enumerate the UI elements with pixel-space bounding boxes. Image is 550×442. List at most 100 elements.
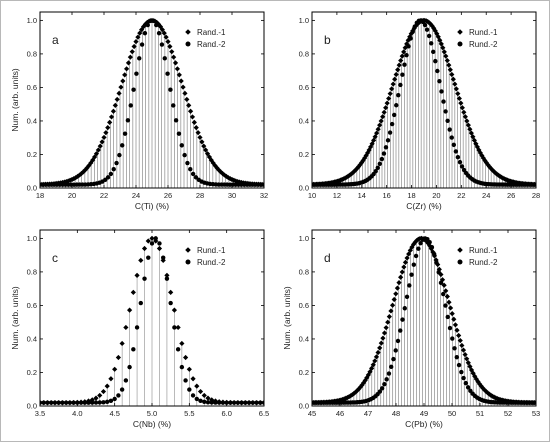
data-point-diamond bbox=[183, 354, 189, 361]
data-point-circle bbox=[105, 399, 110, 405]
x-axis-label: C(Zr) (%) bbox=[406, 201, 442, 211]
data-point-diamond bbox=[452, 322, 459, 328]
data-point-circle bbox=[389, 121, 395, 127]
data-point-diamond bbox=[178, 78, 184, 84]
data-point-circle bbox=[413, 253, 419, 259]
data-point-diamond bbox=[97, 143, 103, 149]
legend-marker-diamond bbox=[457, 247, 463, 253]
y-tick-label: 1.0 bbox=[27, 234, 37, 243]
data-point-circle bbox=[67, 400, 73, 405]
data-point-circle bbox=[101, 400, 106, 405]
data-point-diamond bbox=[351, 168, 357, 175]
data-point-circle bbox=[131, 87, 136, 92]
data-point-diamond bbox=[399, 269, 405, 275]
panel-data bbox=[312, 17, 536, 188]
data-point-diamond bbox=[444, 57, 450, 64]
x-tick-label: 10 bbox=[308, 191, 316, 200]
data-point-diamond bbox=[346, 172, 353, 178]
data-point-diamond bbox=[389, 302, 396, 308]
data-point-diamond bbox=[359, 382, 365, 388]
data-point-diamond bbox=[118, 84, 124, 90]
data-point-diamond bbox=[371, 137, 377, 143]
legend-marker-circle bbox=[457, 259, 463, 265]
legend-entry: Rund.-1 bbox=[469, 246, 498, 255]
y-tick-label: 0.6 bbox=[299, 83, 309, 92]
data-point-diamond bbox=[91, 154, 98, 160]
data-point-circle bbox=[393, 348, 398, 353]
data-point-diamond bbox=[385, 319, 391, 325]
data-point-circle bbox=[116, 393, 121, 398]
data-point-diamond bbox=[457, 337, 463, 344]
data-point-diamond bbox=[352, 389, 359, 395]
data-point-circle bbox=[388, 364, 394, 370]
legend-entry: Rund.-2 bbox=[197, 258, 226, 267]
data-point-diamond bbox=[372, 134, 378, 140]
data-point-diamond bbox=[449, 71, 455, 78]
y-axis-label: Num. (arb. units) bbox=[282, 286, 292, 349]
data-point-circle bbox=[406, 44, 411, 49]
y-tick-label: 0.2 bbox=[27, 368, 37, 377]
data-point-diamond bbox=[387, 91, 393, 97]
data-point-diamond bbox=[161, 30, 167, 36]
panel-letter: c bbox=[52, 251, 58, 265]
x-tick-label: 24 bbox=[132, 191, 140, 200]
data-point-diamond bbox=[103, 130, 109, 136]
data-point-circle bbox=[441, 99, 446, 104]
data-point-diamond bbox=[67, 177, 73, 183]
data-point-circle bbox=[465, 385, 471, 390]
data-point-circle bbox=[90, 400, 95, 405]
data-point-diamond bbox=[112, 366, 118, 372]
data-point-diamond bbox=[169, 49, 175, 55]
data-point-circle bbox=[441, 291, 446, 297]
data-point-diamond bbox=[171, 54, 177, 60]
data-point-diamond bbox=[123, 324, 129, 331]
data-point-diamond bbox=[460, 347, 467, 353]
data-point-circle bbox=[411, 262, 417, 267]
data-point-diamond bbox=[133, 39, 139, 45]
data-point-diamond bbox=[432, 28, 438, 34]
data-point-circle bbox=[202, 399, 207, 405]
data-point-diamond bbox=[141, 245, 148, 252]
data-point-diamond bbox=[120, 78, 126, 84]
data-point-diamond bbox=[135, 34, 141, 40]
data-point-circle bbox=[179, 364, 185, 370]
y-tick-label: 0.6 bbox=[27, 301, 37, 310]
data-point-diamond bbox=[193, 125, 199, 131]
data-point-circle bbox=[461, 375, 466, 381]
data-point-diamond bbox=[451, 316, 457, 322]
data-point-diamond bbox=[450, 76, 456, 82]
plot-frame bbox=[311, 11, 537, 189]
data-point-circle bbox=[453, 149, 459, 154]
data-point-diamond bbox=[365, 372, 372, 378]
x-tick-label: 30 bbox=[228, 191, 236, 200]
data-point-diamond bbox=[427, 243, 433, 249]
data-point-diamond bbox=[399, 53, 405, 59]
data-point-circle bbox=[424, 27, 430, 32]
data-point-diamond bbox=[454, 327, 460, 333]
data-point-diamond bbox=[184, 96, 190, 103]
data-point-diamond bbox=[110, 108, 117, 114]
y-tick-label: 0.0 bbox=[27, 184, 37, 193]
data-point-diamond bbox=[357, 162, 363, 168]
y-tick-label: 0.2 bbox=[299, 150, 309, 159]
data-point-circle bbox=[119, 387, 125, 392]
data-point-diamond bbox=[380, 114, 386, 120]
data-point-diamond bbox=[349, 170, 356, 176]
data-point-diamond bbox=[375, 349, 381, 356]
data-point-diamond bbox=[149, 235, 155, 241]
data-point-diamond bbox=[437, 37, 443, 43]
data-point-circle bbox=[71, 400, 76, 405]
data-point-diamond bbox=[114, 96, 120, 103]
data-point-circle bbox=[382, 382, 387, 387]
data-point-circle bbox=[398, 328, 403, 333]
data-point-circle bbox=[447, 325, 453, 331]
data-point-diamond bbox=[492, 170, 499, 176]
data-point-diamond bbox=[486, 164, 492, 170]
data-point-circle bbox=[52, 400, 58, 405]
data-point-diamond bbox=[423, 238, 430, 244]
data-point-diamond bbox=[426, 20, 432, 26]
panel-letter: a bbox=[52, 33, 59, 47]
data-point-diamond bbox=[386, 314, 392, 320]
data-point-diamond bbox=[160, 257, 166, 263]
y-tick-label: 0.8 bbox=[27, 268, 37, 277]
